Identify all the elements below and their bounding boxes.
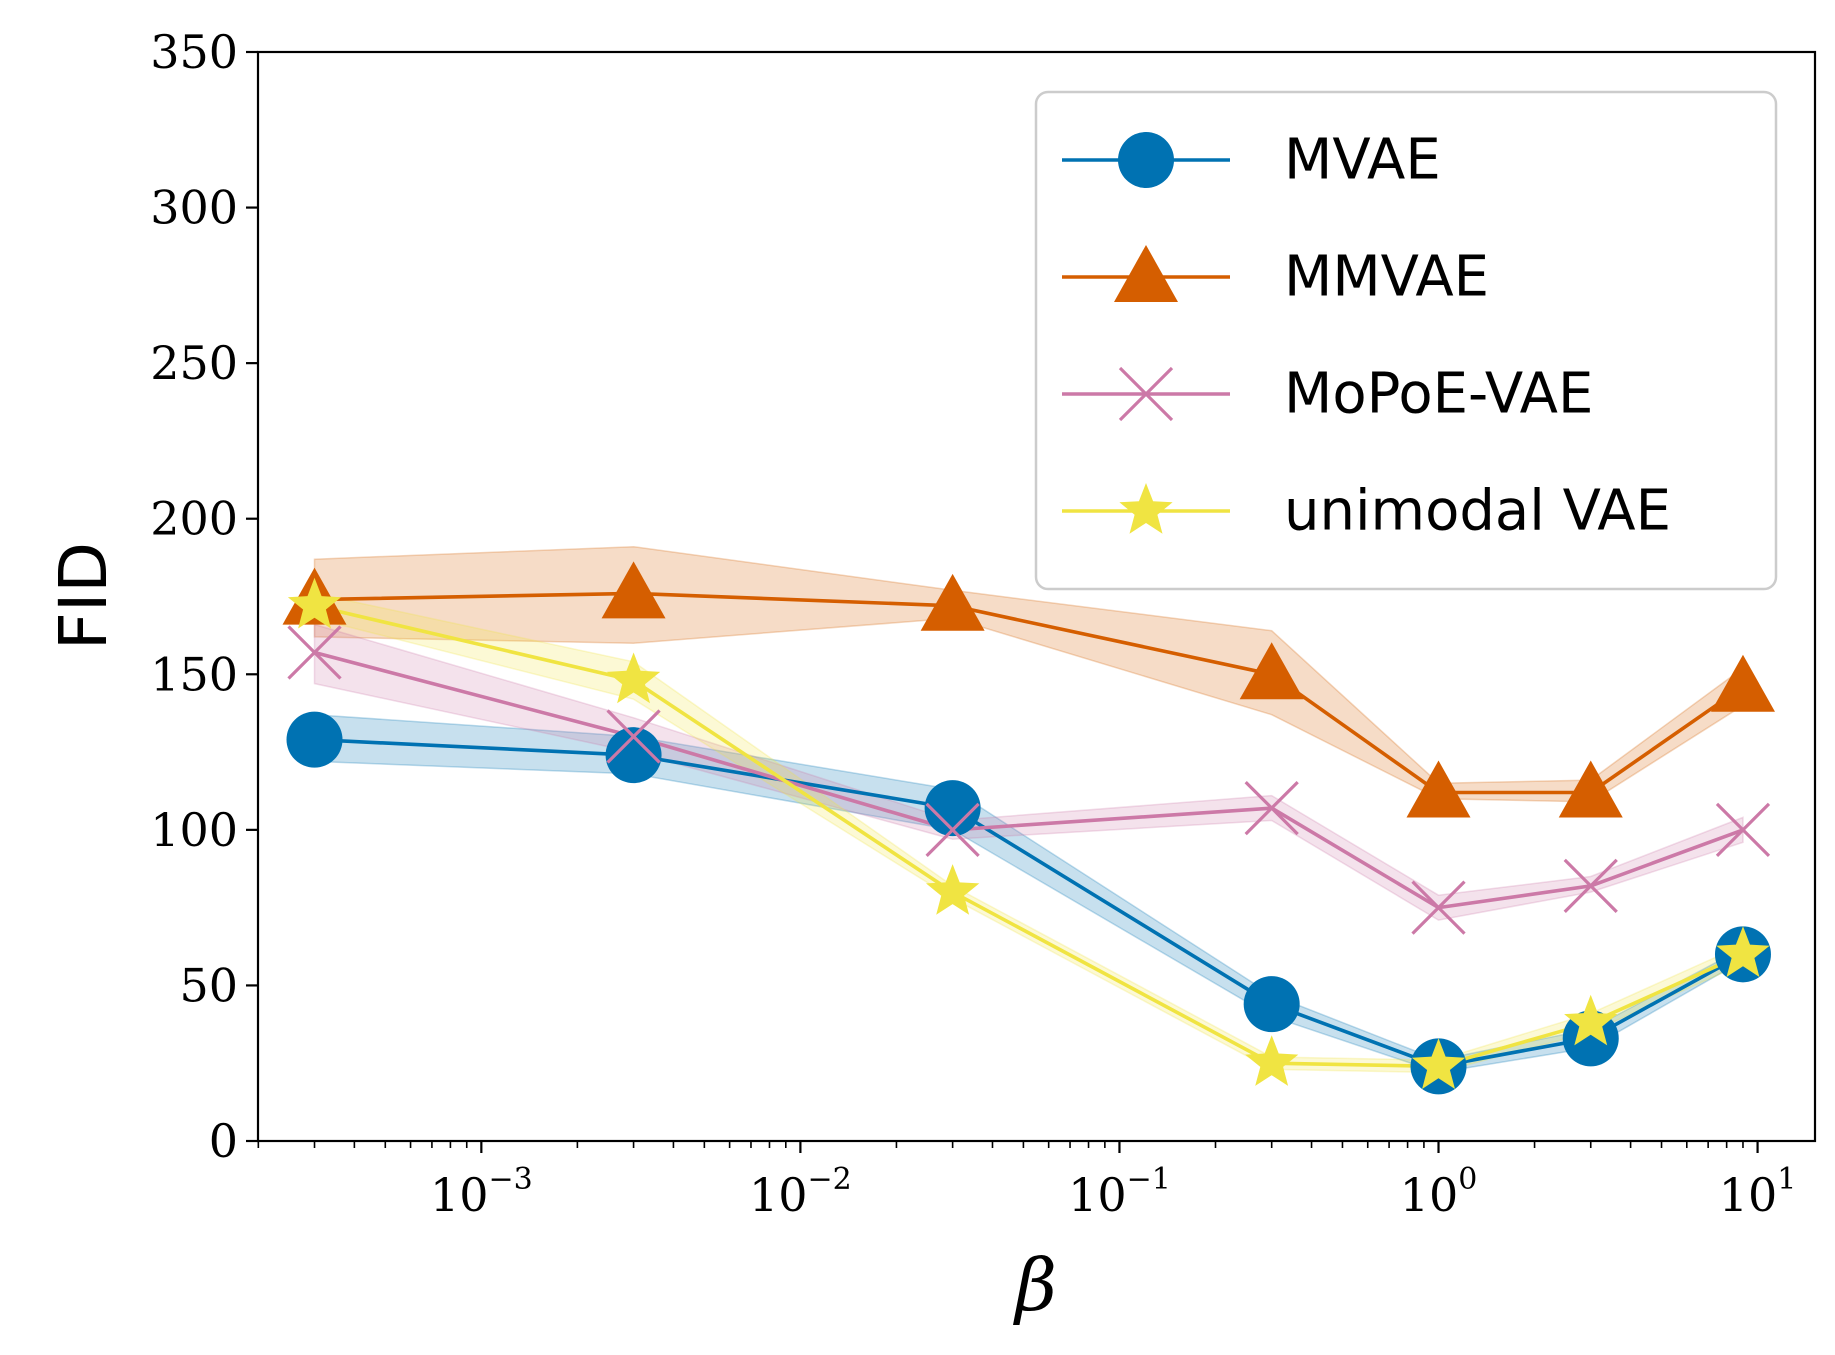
legend-label: unimodal VAE [1284, 479, 1671, 544]
mopoe-vae-point [1715, 802, 1771, 857]
y-tick-label: 50 [179, 958, 238, 1012]
unimodal-vae-point [1564, 994, 1618, 1046]
unimodal-vae-line [314, 604, 1744, 1069]
y-tick-label: 250 [150, 336, 238, 390]
axes [256, 50, 1817, 1143]
mopoe-vae-point [1563, 858, 1618, 913]
mvae-point [605, 727, 662, 784]
plot-frame [256, 50, 1817, 1143]
confidence-bands [313, 545, 1744, 1074]
mmvae-point [601, 561, 666, 619]
x-tick-label: 10−1 [1068, 1162, 1171, 1222]
mopoe-vae-point [1411, 880, 1466, 935]
legend-item-unimodal-vae: unimodal VAE [1062, 479, 1671, 544]
mmvae-point [1406, 760, 1471, 818]
mvae-point [924, 780, 981, 837]
mopoe-vae-point [1244, 780, 1299, 836]
mmvae-point [1239, 642, 1304, 700]
x-tick-label: 10−2 [749, 1162, 852, 1222]
unimodal-vae-point [606, 652, 661, 704]
unimodal-vae-point [287, 577, 342, 629]
mopoe-vae-point [606, 709, 661, 764]
mmvae-point [920, 573, 985, 631]
legend: MVAE MMVAE MoPoE-VAE unimodal VAE [1034, 90, 1778, 591]
legend-marker [1118, 366, 1174, 422]
y-tick-label: 350 [150, 25, 238, 79]
y-axis-label: FID [45, 542, 122, 650]
mopoe-vae-point [925, 802, 980, 857]
x-axis-minor-ticks [257, 1141, 1744, 1148]
legend-marker [1114, 245, 1178, 302]
mmvae-point [1710, 654, 1775, 712]
y-axis-ticks: 0 50 100 150 200 250 300 350 [150, 25, 258, 1168]
legend-item-mvae: MVAE [1062, 128, 1441, 193]
x-tick-label: 100 [1400, 1162, 1478, 1222]
unimodal-vae-point [1245, 1035, 1299, 1086]
legend-marker [1119, 483, 1173, 534]
mmvae-point [1558, 760, 1623, 818]
x-tick-label: 101 [1719, 1162, 1797, 1222]
legend-label: MVAE [1284, 128, 1441, 193]
x-axis-ticks: 10−3 10−2 10−1 100 101 [430, 1141, 1796, 1222]
y-tick-label: 150 [150, 647, 238, 701]
mopoe-vae-point [287, 625, 342, 680]
legend-label: MoPoE-VAE [1284, 362, 1593, 427]
legend-item-mmvae: MMVAE [1062, 245, 1489, 310]
unimodal-vae-point [926, 864, 980, 915]
unimodal-vae-point [1411, 1038, 1466, 1089]
x-axis-label: β [1012, 1243, 1057, 1327]
unimodal-vae-point [1716, 926, 1770, 977]
mopoe-vae-band [313, 623, 1744, 921]
mvae-point [1243, 976, 1300, 1033]
legend-marker [1118, 132, 1174, 188]
legend-label: MMVAE [1284, 245, 1489, 310]
y-tick-label: 300 [150, 181, 238, 235]
y-tick-label: 0 [209, 1114, 238, 1168]
series-markers [282, 561, 1775, 1095]
legend-frame [1034, 90, 1778, 591]
y-tick-label: 100 [150, 803, 238, 857]
legend-item-mopoe-vae: MoPoE-VAE [1062, 362, 1593, 427]
mvae-point [286, 711, 343, 768]
x-tick-label: 10−3 [430, 1162, 533, 1222]
y-tick-label: 200 [150, 492, 238, 546]
